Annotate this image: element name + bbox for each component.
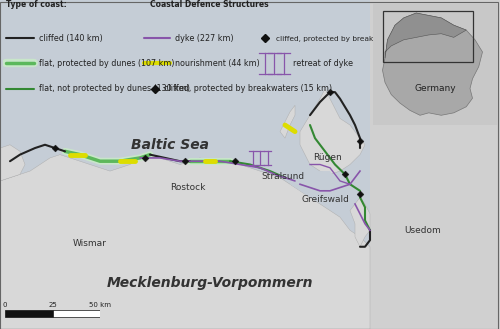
Text: Greifswald: Greifswald	[301, 194, 349, 204]
Text: nourishment (44 km): nourishment (44 km)	[175, 59, 260, 68]
Polygon shape	[350, 197, 370, 247]
Bar	[0, 0, 370, 329]
Text: Type of coast:: Type of coast:	[6, 0, 67, 9]
Text: flat, protected by dunes (107 km): flat, protected by dunes (107 km)	[39, 59, 175, 68]
Bar	[52, 310, 100, 317]
Text: Rügen: Rügen	[313, 153, 342, 163]
Text: Usedom: Usedom	[404, 226, 441, 235]
Bar	[382, 11, 472, 62]
Text: cliffed (140 km): cliffed (140 km)	[39, 34, 103, 43]
Text: Wismar: Wismar	[73, 239, 107, 248]
Text: cliffed, protected by breakwaters (15 km): cliffed, protected by breakwaters (15 km…	[276, 35, 430, 42]
Polygon shape	[385, 13, 466, 58]
Text: flat, not protected by dunes (130 km): flat, not protected by dunes (130 km)	[39, 84, 190, 93]
Polygon shape	[382, 13, 482, 115]
Text: Baltic Sea: Baltic Sea	[131, 138, 209, 152]
Polygon shape	[290, 171, 335, 197]
Polygon shape	[0, 155, 370, 329]
Text: Rostock: Rostock	[170, 183, 205, 192]
Bar	[5, 310, 52, 317]
Text: 25: 25	[48, 302, 57, 308]
Text: retreat of dyke: retreat of dyke	[293, 59, 353, 68]
Text: Mecklenburg-Vorpommern: Mecklenburg-Vorpommern	[107, 276, 313, 290]
Text: Germany: Germany	[414, 84, 456, 93]
Polygon shape	[280, 105, 295, 138]
Text: Coastal Defence Structures: Coastal Defence Structures	[150, 0, 268, 9]
Text: dyke (227 km): dyke (227 km)	[175, 34, 234, 43]
Text: 0: 0	[3, 302, 7, 308]
Polygon shape	[300, 89, 365, 174]
Text: cliffed, protected by breakwaters (15 km): cliffed, protected by breakwaters (15 km…	[164, 84, 332, 93]
Polygon shape	[0, 145, 25, 181]
Text: Stralsund: Stralsund	[261, 171, 304, 181]
Text: 50 km: 50 km	[89, 302, 111, 308]
